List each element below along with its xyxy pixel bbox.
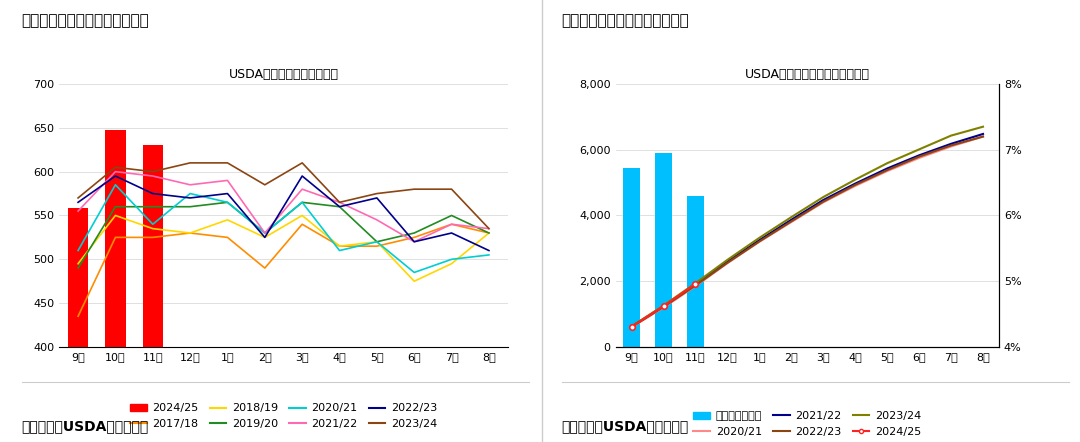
Text: 数据来源：USDA，国富期货: 数据来源：USDA，国富期货: [562, 419, 689, 433]
Legend: 2024/25, 2017/18, 2018/19, 2019/20, 2020/21, 2021/22, 2022/23, 2023/24: 2024/25, 2017/18, 2018/19, 2019/20, 2020…: [125, 399, 442, 434]
Bar: [105, 130, 125, 347]
Bar: [143, 145, 163, 347]
Legend: 累计同比（右）, 2020/21, 2021/22, 2022/23, 2023/24, 2024/25: 累计同比（右）, 2020/21, 2021/22, 2022/23, 2023…: [689, 407, 926, 442]
Bar: [623, 168, 640, 347]
Bar: [687, 196, 704, 347]
Text: 数据来源：USDA，国富期货: 数据来源：USDA，国富期货: [22, 419, 149, 433]
Text: 图：美豆压榨维持历史高位水平: 图：美豆压榨维持历史高位水平: [22, 13, 149, 28]
Bar: [654, 153, 673, 347]
Title: USDA大豆月度压榨（万吨）: USDA大豆月度压榨（万吨）: [229, 69, 338, 81]
Title: USDA大豆月度累计压榨（万吨）: USDA大豆月度累计压榨（万吨）: [745, 69, 869, 81]
Text: 图：美豆累计压榨同比增幅缩窄: 图：美豆累计压榨同比增幅缩窄: [562, 13, 689, 28]
Bar: [68, 209, 89, 347]
